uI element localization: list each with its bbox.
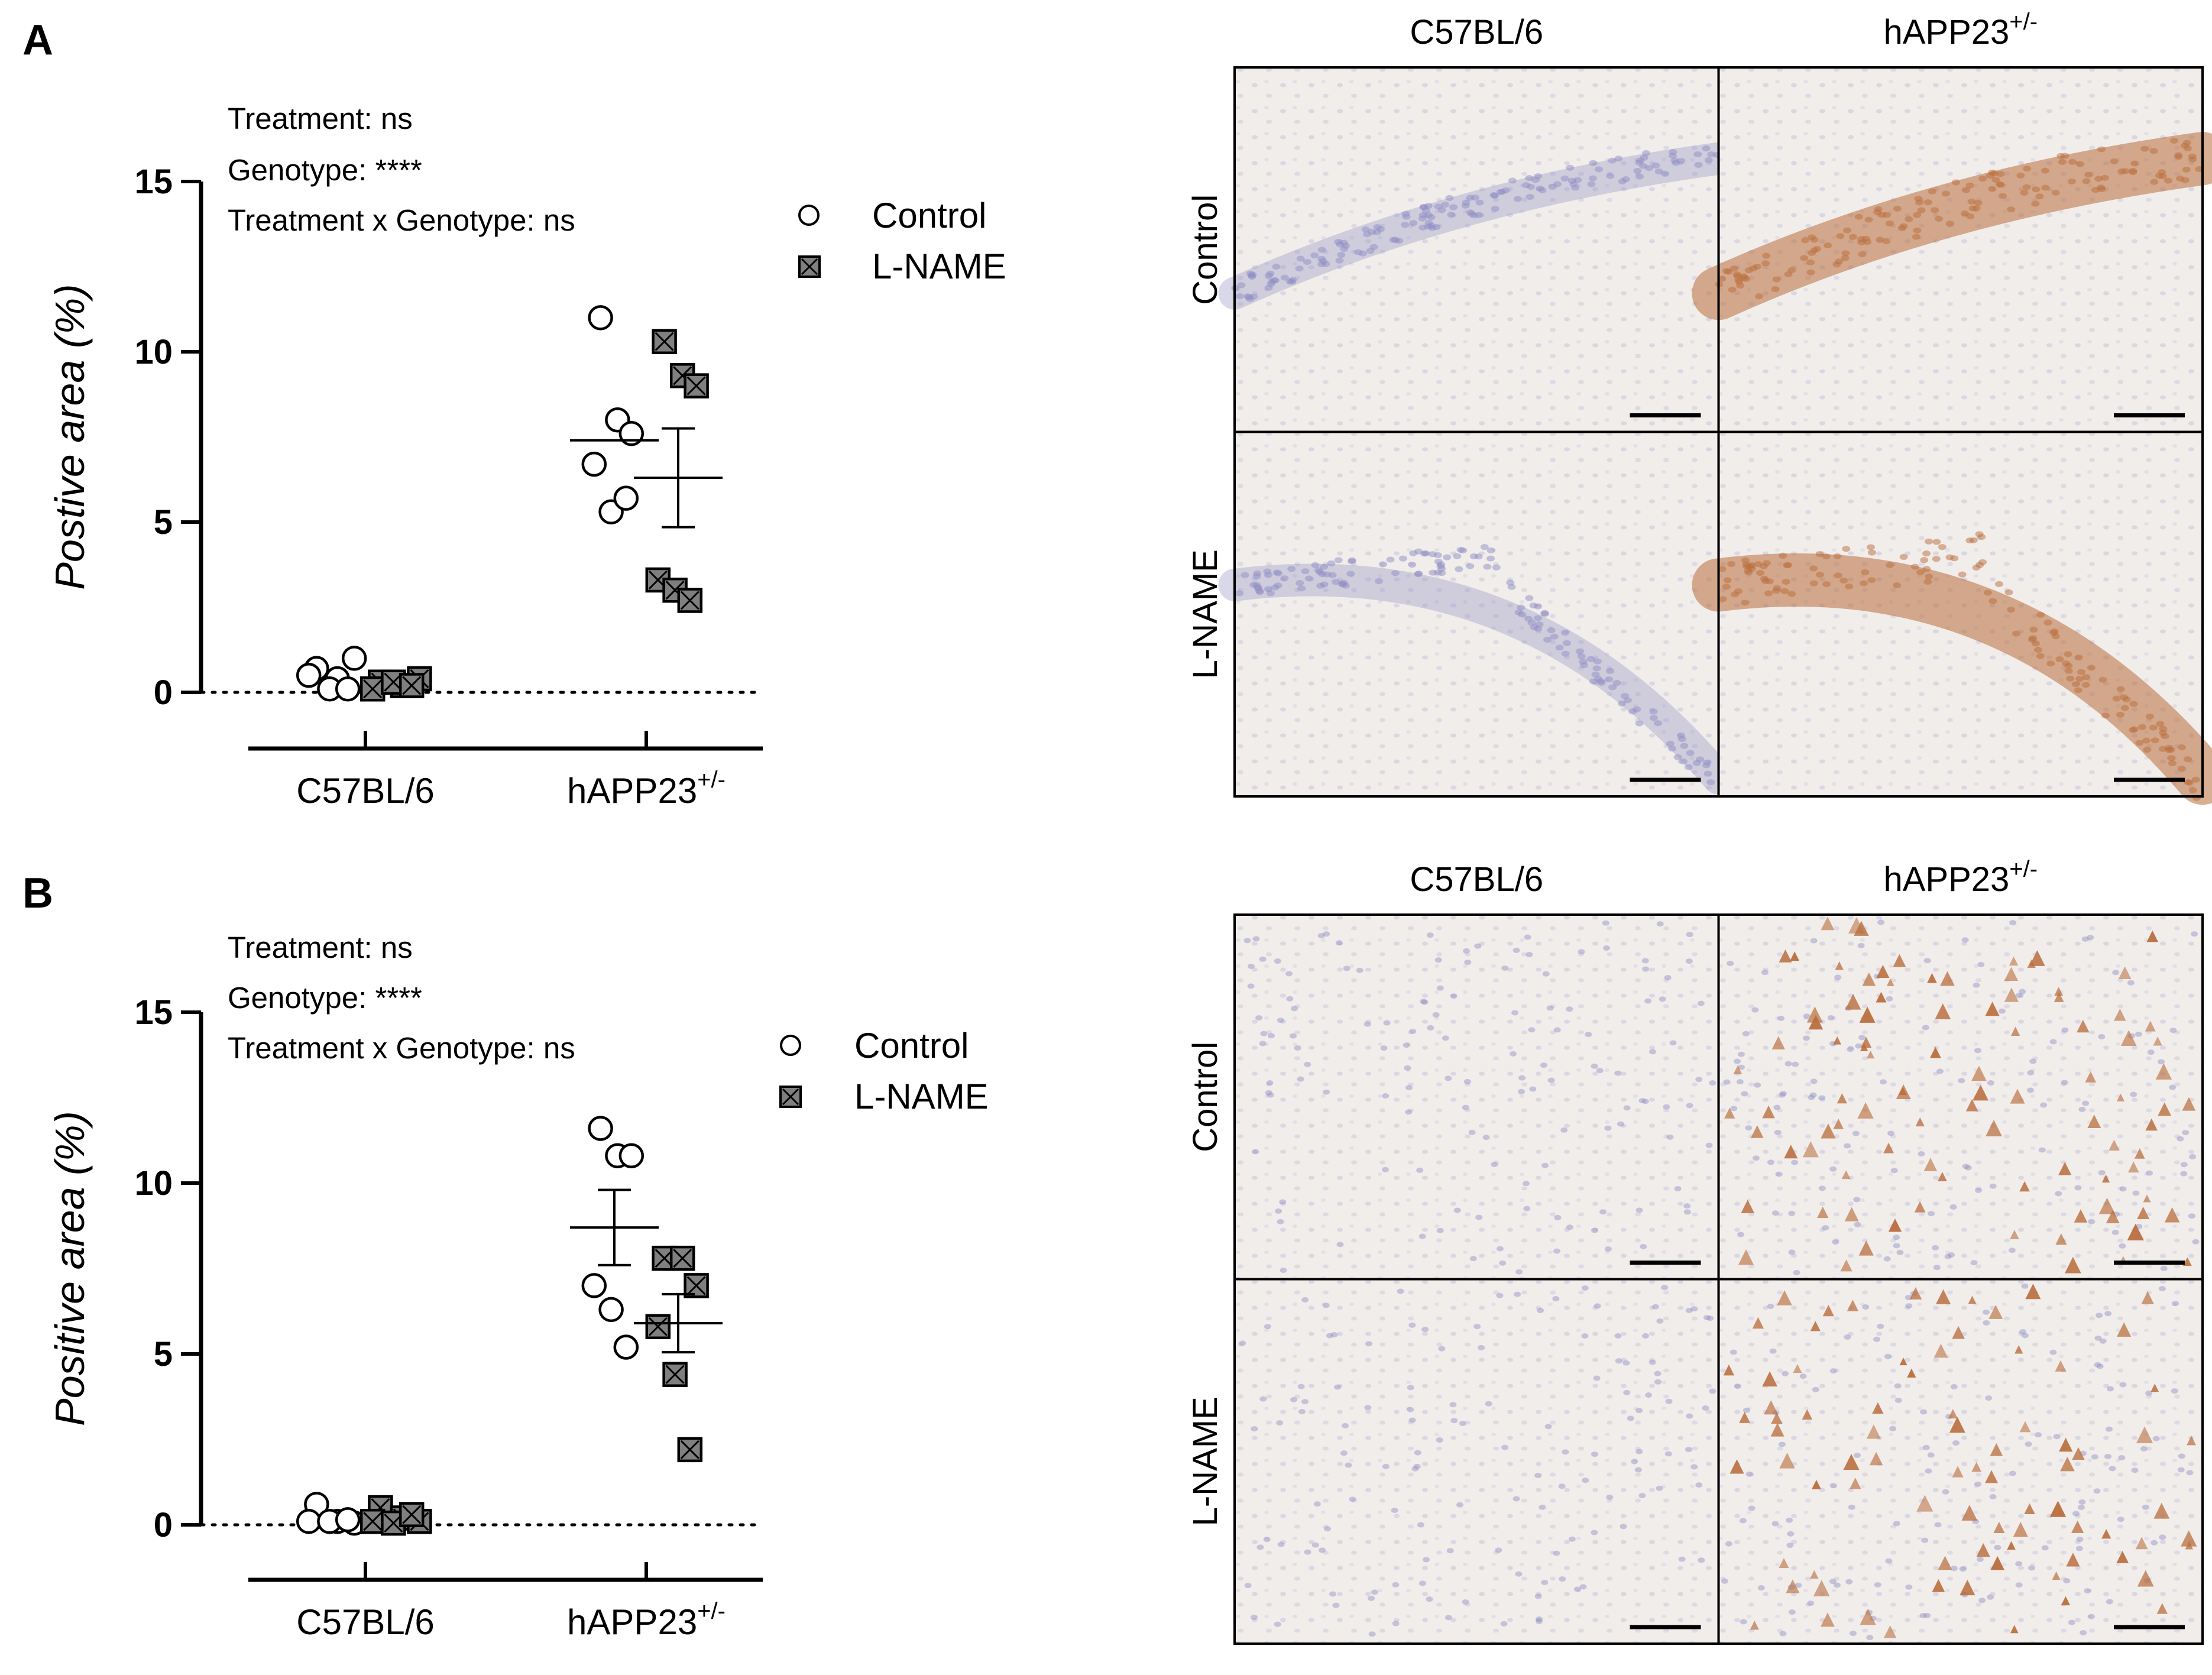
y-tick-label: 10 <box>134 333 173 371</box>
legend-control-marker <box>780 1035 801 1056</box>
legend-control-label: Control <box>854 1026 969 1065</box>
legend-control-label: Control <box>872 196 986 235</box>
micrograph-column-header: C57BL/6 <box>1410 860 1543 899</box>
data-point-control <box>613 485 639 511</box>
stat-line-genotype: Genotype: **** <box>228 981 422 1015</box>
data-point-lname <box>684 1273 709 1298</box>
data-point-control <box>618 1143 645 1169</box>
micrograph-column-header: hAPP23+/- <box>1883 9 2038 51</box>
micrograph-image <box>1718 1279 2203 1644</box>
data-point-control <box>335 1507 361 1533</box>
data-point-control <box>341 646 367 671</box>
micrograph-image <box>1692 67 2212 432</box>
legend-a: Control L-NAME <box>798 196 1006 286</box>
data-point-control <box>296 662 322 688</box>
micrograph-image <box>1718 915 2203 1279</box>
y-tick-label: 10 <box>134 1164 173 1203</box>
data-point-lname <box>399 673 425 698</box>
y-tick-label: 15 <box>134 993 173 1032</box>
legend-lname-marker <box>798 255 821 278</box>
data-point-lname <box>677 588 703 613</box>
y-tick-label: 0 <box>154 1506 173 1544</box>
y-axis-title: Positive area (%) <box>47 1111 93 1426</box>
data-point-lname <box>662 1362 688 1387</box>
stat-line-treatment: Treatment: ns <box>228 102 413 135</box>
data-point-lname <box>669 1245 695 1271</box>
micrograph-image <box>1692 432 2212 805</box>
data-point-control <box>613 1334 639 1360</box>
legend-b: Control L-NAME <box>779 1026 989 1116</box>
panel-letter-b: B <box>22 870 53 917</box>
micrograph-row-label: Control <box>1186 1042 1225 1152</box>
data-point-lname <box>645 1314 671 1340</box>
y-tick-label: 15 <box>134 163 173 201</box>
data-point-control <box>618 420 645 446</box>
legend-lname-marker <box>779 1086 802 1108</box>
micrograph-column-header: hAPP23+/- <box>1883 856 2038 899</box>
data-point-lname <box>360 676 386 702</box>
micrograph-column-header: C57BL/6 <box>1410 13 1543 51</box>
y-tick-label: 5 <box>154 1335 173 1373</box>
stat-line-interaction: Treatment x Genotype: ns <box>228 1031 575 1065</box>
data-point-lname <box>684 373 709 398</box>
micrograph-grid-a: C57BL/6 hAPP23+/- Control L-NAME <box>1186 9 2212 805</box>
x-category-label: hAPP23+/- <box>567 767 726 811</box>
micrograph-row-label: L-NAME <box>1186 549 1225 679</box>
stat-line-interaction: Treatment x Genotype: ns <box>228 203 575 237</box>
x-category-label: C57BL/6 <box>296 771 435 811</box>
y-tick-label: 0 <box>154 673 173 712</box>
micrograph-image <box>1218 432 1735 796</box>
legend-lname-label: L-NAME <box>872 247 1006 286</box>
legend-control-marker <box>798 205 820 226</box>
stat-line-treatment: Treatment: ns <box>228 931 413 964</box>
micrograph-row-label: Control <box>1186 195 1225 305</box>
panel-b: B Treatment: ns Genotype: **** Treatment… <box>22 856 2204 1645</box>
micrograph-image <box>1235 915 1719 1279</box>
micrograph-grid-b: C57BL/6 hAPP23+/- Control L-NAME <box>1186 856 2204 1645</box>
micrograph-image <box>1218 67 1735 432</box>
data-point-control <box>581 451 607 477</box>
data-point-control <box>581 1273 607 1298</box>
y-axis-title: Postive area (%) <box>47 284 93 589</box>
data-point-control <box>598 1297 624 1323</box>
y-tick-label: 5 <box>154 503 173 542</box>
data-point-control <box>588 1116 613 1141</box>
legend-lname-label: L-NAME <box>854 1077 989 1116</box>
data-point-lname <box>399 1502 425 1527</box>
chart-a: 0 5 10 15 Postive area (%) C57BL/6 hAPP23+/- <box>47 163 765 811</box>
x-category-label: C57BL/6 <box>296 1602 435 1642</box>
data-point-control <box>335 676 361 702</box>
data-point-lname <box>360 1508 386 1534</box>
data-point-control <box>296 1508 322 1534</box>
data-point-lname <box>652 329 677 354</box>
panel-letter-a: A <box>22 17 53 64</box>
micrograph-image <box>1235 1279 1719 1644</box>
data-point-control <box>588 305 613 331</box>
panel-a: A Treatment: ns Genotype: **** Treatment… <box>22 9 2212 811</box>
stat-line-genotype: Genotype: **** <box>228 153 422 187</box>
micrograph-row-label: L-NAME <box>1186 1397 1225 1526</box>
chart-b: 0 5 10 15 Positive area (%) C57BL/6 hAPP23+/- <box>47 993 765 1642</box>
data-point-lname <box>677 1437 703 1463</box>
x-category-label: hAPP23+/- <box>567 1598 726 1642</box>
